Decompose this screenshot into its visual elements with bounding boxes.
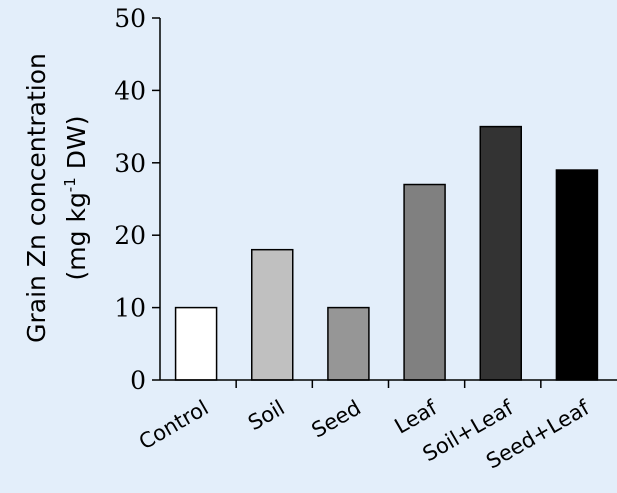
y-axis-label-unit-post: DW) (62, 116, 91, 178)
bar-soil (251, 248, 294, 381)
y-tick-label: 40 (114, 76, 146, 105)
bar-seed-leaf (555, 169, 599, 381)
x-axis-ticks (235, 380, 542, 388)
bar-seed (327, 306, 370, 381)
y-tick-label: 30 (114, 149, 146, 178)
y-axis-label-unit-sup: -1 (61, 177, 79, 192)
y-tick-label: 0 (130, 366, 146, 395)
y-axis-label-unit-pre: (mg kg (62, 192, 91, 280)
y-axis-ticks: 0 10 20 30 40 50 (114, 4, 160, 395)
y-tick-label: 20 (114, 221, 146, 250)
bar-control (174, 306, 218, 381)
y-tick-label: 50 (114, 4, 146, 33)
bars (174, 125, 599, 381)
y-axis-label-line1: Grain Zn concentration (22, 53, 51, 343)
y-tick-label: 10 (114, 294, 146, 323)
y-axis-label-line2: (mg kg-1 DW) (61, 116, 91, 281)
bar-leaf (403, 183, 446, 381)
bar-soil-leaf (479, 125, 522, 381)
